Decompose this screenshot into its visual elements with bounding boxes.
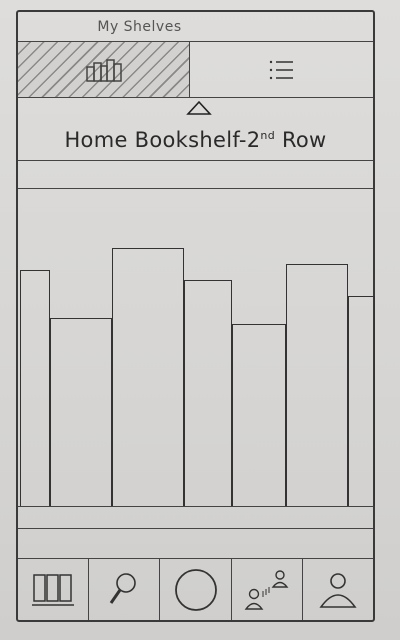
app-frame: My Shelves — [16, 10, 375, 622]
divider — [18, 160, 373, 161]
book-spine[interactable] — [286, 264, 348, 506]
book-spine[interactable] — [20, 270, 50, 506]
shelf-header: Home Bookshelf-2nd Row — [18, 120, 373, 160]
shelves-icon — [32, 573, 75, 606]
book-spine[interactable] — [112, 248, 184, 506]
tab-friends[interactable] — [232, 559, 303, 620]
list-icon — [269, 60, 293, 79]
view-toggle — [18, 42, 373, 98]
shelf-name: Home Bookshelf-2nd Row — [64, 128, 327, 152]
shelf-board — [18, 528, 373, 529]
tab-shelves[interactable] — [18, 559, 90, 620]
bookshelf-view — [18, 188, 375, 518]
search-icon — [110, 572, 137, 604]
shelf-view-button[interactable] — [18, 42, 190, 97]
bookshelf-icon — [85, 58, 122, 82]
tab-bar — [18, 558, 373, 620]
shelf-board — [18, 506, 373, 507]
tab-profile[interactable] — [303, 559, 373, 620]
list-view-button[interactable] — [190, 42, 373, 97]
tab-circle[interactable] — [160, 559, 232, 620]
book-spine[interactable] — [232, 324, 286, 506]
collapse-arrow-button[interactable] — [186, 100, 212, 120]
title-bar: My Shelves — [18, 12, 373, 42]
chevron-up-icon — [186, 100, 212, 115]
book-spine[interactable] — [184, 280, 232, 506]
friends-icon — [244, 569, 289, 610]
book-spine[interactable] — [50, 318, 112, 506]
divider — [18, 188, 373, 189]
page-title: My Shelves — [97, 18, 182, 35]
profile-icon — [319, 572, 357, 608]
book-spine[interactable] — [348, 296, 375, 506]
tab-search[interactable] — [89, 559, 161, 620]
circle-icon — [174, 568, 217, 611]
